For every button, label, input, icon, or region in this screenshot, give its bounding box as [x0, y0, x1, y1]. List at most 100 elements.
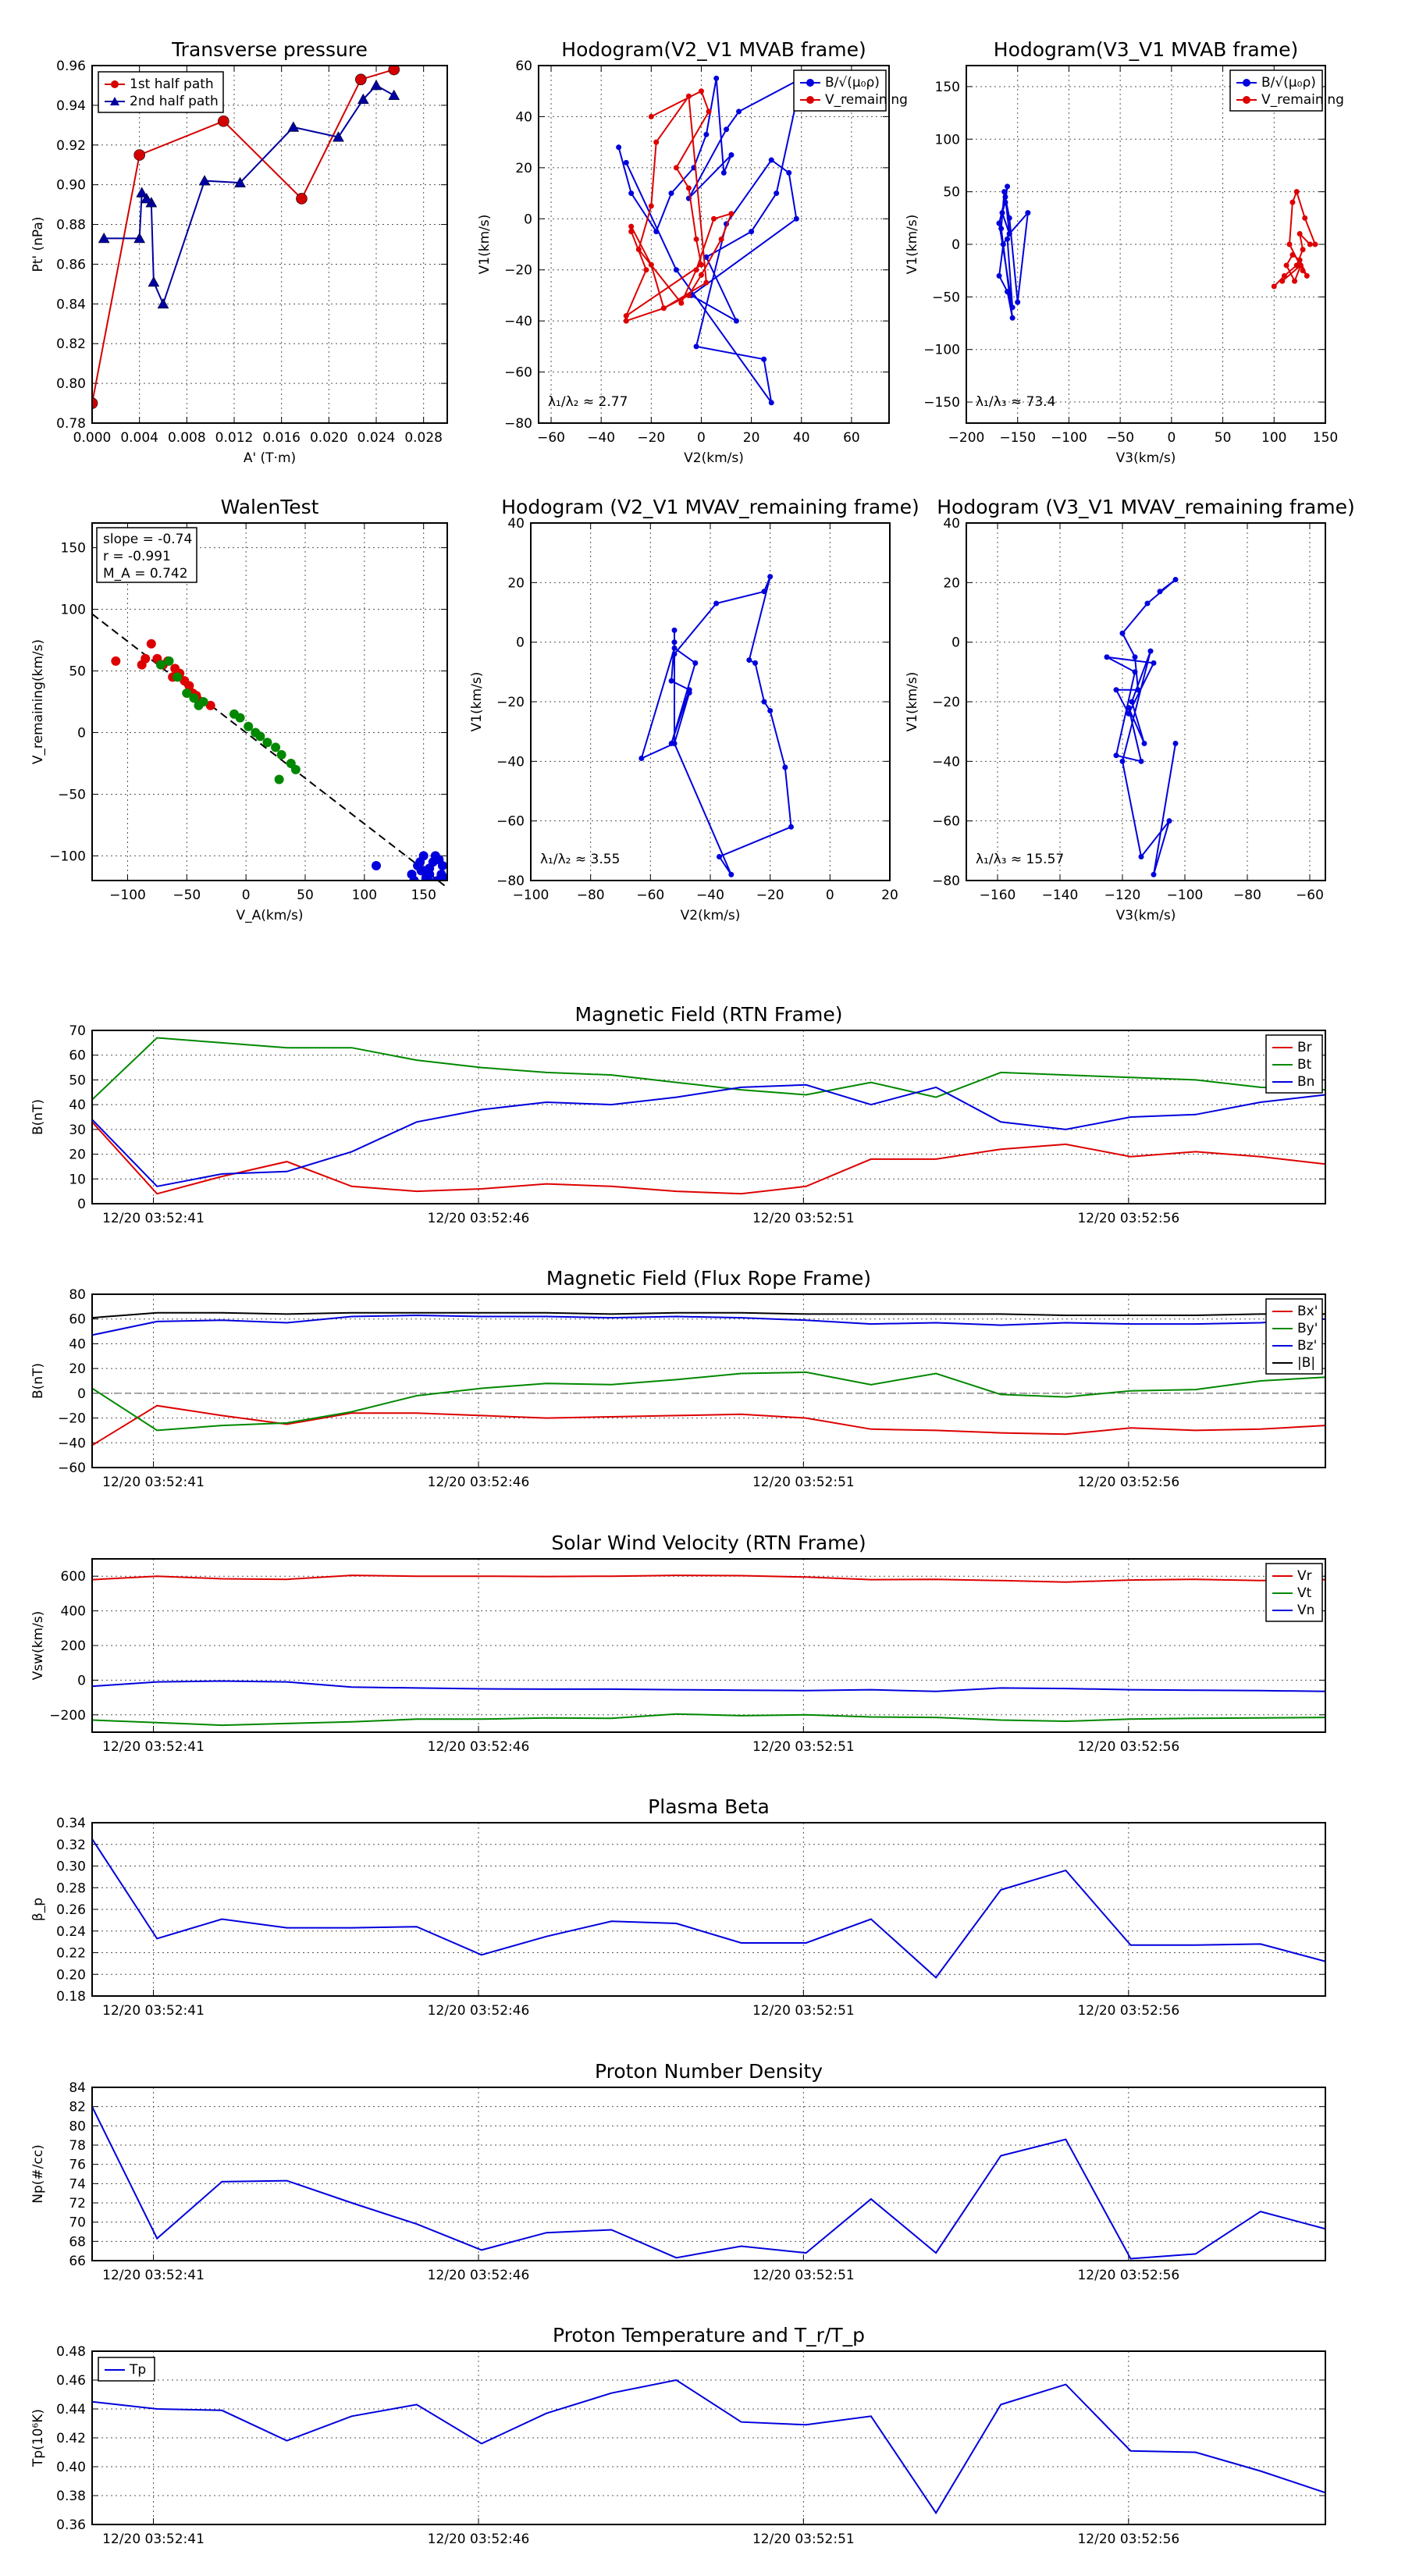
- plot-frame: [538, 65, 890, 424]
- data-point: [1000, 241, 1006, 247]
- y-tick-label: 20: [69, 1147, 86, 1163]
- y-axis-label: Tp(10⁶K): [30, 2409, 46, 2467]
- series-line: [92, 2379, 1325, 2515]
- series-green: [155, 656, 301, 785]
- data-point: [1132, 669, 1138, 675]
- data-point: [133, 149, 145, 161]
- y-tick-label: 0: [77, 725, 86, 741]
- y-tick-label: 20: [69, 1361, 86, 1377]
- data-point: [703, 254, 710, 260]
- y-tick-label: 0.24: [56, 1924, 86, 1940]
- y-tick-label: 0.40: [56, 2460, 86, 2475]
- y-tick-label: −60: [58, 1461, 86, 1476]
- chart-h2: Hodogram(V3_V1 MVAB frame) −150 −100 −50 0 50…: [905, 38, 1344, 466]
- y-tick-label: −80: [932, 873, 960, 889]
- y-tick-label: −20: [932, 695, 960, 710]
- x-axis-label: V3(km/s): [1116, 908, 1176, 923]
- series-line: [92, 1314, 1325, 1336]
- x-tick-label: 150: [411, 888, 436, 903]
- data-point: [290, 764, 301, 774]
- x-axis-label: A' (T·m): [244, 450, 296, 466]
- series-By': [92, 1371, 1325, 1432]
- y-axis-label: Np(#/cc): [30, 2144, 46, 2203]
- data-point: [425, 870, 435, 880]
- data-point: [409, 876, 419, 881]
- y-ticks: 66 68 70 72 74 76 78 80 82 84: [69, 2080, 1325, 2269]
- time-tick-label: 12/20 03:52:56: [1077, 1211, 1179, 1226]
- plot-frame: [91, 1558, 1326, 1733]
- plot-frame: [530, 522, 891, 881]
- y-tick-label: −50: [58, 787, 86, 802]
- x-ticks: 12/20 03:52:41 12/20 03:52:46 12/20 03:52:…: [102, 1461, 1179, 1490]
- data-point: [703, 131, 710, 137]
- legend-label: V_remaining: [825, 92, 908, 108]
- plot-frame: [91, 1030, 1326, 1204]
- chart-title: Plasma Beta: [648, 1795, 770, 1818]
- data-point: [1126, 710, 1132, 717]
- data-point: [653, 229, 660, 235]
- y-tick-label: 0.92: [56, 138, 86, 154]
- plot-frame: [91, 2087, 1326, 2261]
- data-point: [429, 878, 437, 881]
- x-tick-label: −60: [537, 430, 565, 446]
- grid-lines: [539, 65, 889, 424]
- legend-label: |B|: [1297, 1355, 1315, 1371]
- data-point: [1005, 183, 1011, 190]
- legend-label: 2nd half path: [130, 94, 219, 109]
- chart-h4: Hodogram (V3_V1 MVAV_remaining frame)−80…: [905, 496, 1355, 923]
- time-tick-label: 12/20 03:52:41: [102, 1739, 205, 1755]
- data-point: [718, 236, 724, 242]
- chart-mag_fr: Magnetic Field (Flux Rope Frame) −60 −40 −2…: [30, 1267, 1326, 1490]
- data-point: [234, 176, 247, 187]
- series-line: [92, 1574, 1325, 1583]
- x-tick-label: 150: [1313, 430, 1338, 446]
- x-ticks: 12/20 03:52:41 12/20 03:52:46 12/20 03:52:…: [102, 1990, 1179, 2019]
- data-point: [733, 318, 739, 324]
- data-point: [155, 660, 165, 670]
- y-tick-label: 0.80: [56, 376, 86, 392]
- data-point: [671, 645, 678, 651]
- y-axis-label: V1(km/s): [477, 215, 493, 275]
- series-line: [617, 76, 803, 404]
- series-line: [998, 186, 1030, 318]
- plot-area: [92, 1838, 1325, 1979]
- y-tick-label: 0.88: [56, 218, 86, 233]
- series-B/√(μ₀ρ): [616, 75, 805, 406]
- series-line: [92, 1713, 1325, 1727]
- data-point: [996, 220, 1002, 226]
- time-tick-label: 12/20 03:52:51: [752, 1739, 855, 1755]
- data-point: [648, 262, 654, 268]
- y-tick-label: −80: [504, 416, 532, 432]
- legend-label: Bt: [1297, 1057, 1312, 1073]
- data-point: [698, 262, 704, 268]
- y-tick-label: −20: [496, 695, 525, 710]
- y-tick-label: 0.22: [56, 1946, 86, 1962]
- data-point: [668, 678, 674, 684]
- annotation-text: λ₁/λ₂ ≈ 3.55: [540, 852, 620, 867]
- data-point: [648, 113, 654, 119]
- grid-lines: [91, 65, 447, 424]
- y-tick-label: 0: [77, 1386, 86, 1402]
- y-ticks: −200 0 200 400 600: [49, 1569, 1325, 1724]
- y-ticks: 0 10 20 30 40 50 60 70: [69, 1023, 1325, 1212]
- chart-tp_temp: Proton Temperature and T_r/T_p0.360.380.…: [30, 2324, 1326, 2547]
- plot-area: [92, 66, 400, 409]
- y-tick-label: −20: [504, 263, 532, 279]
- data-point: [786, 169, 792, 176]
- x-ticks: −60 −40 −20 0 20 40 60: [537, 66, 860, 446]
- data-point: [673, 267, 679, 273]
- data-point: [146, 639, 156, 649]
- y-tick-label: −40: [58, 1436, 86, 1451]
- annotation-line: slope = -0.74: [103, 532, 192, 547]
- y-tick-label: −40: [932, 754, 960, 770]
- grid-lines: [92, 2350, 1325, 2525]
- plot-area: [92, 2379, 1325, 2515]
- legend-label: Vt: [1297, 1585, 1312, 1601]
- data-point: [1015, 299, 1021, 305]
- data-point: [768, 400, 774, 406]
- series-line: [92, 1404, 1325, 1446]
- y-tick-label: 74: [69, 2176, 86, 2192]
- data-point: [1129, 699, 1135, 705]
- x-tick-label: 50: [297, 888, 314, 903]
